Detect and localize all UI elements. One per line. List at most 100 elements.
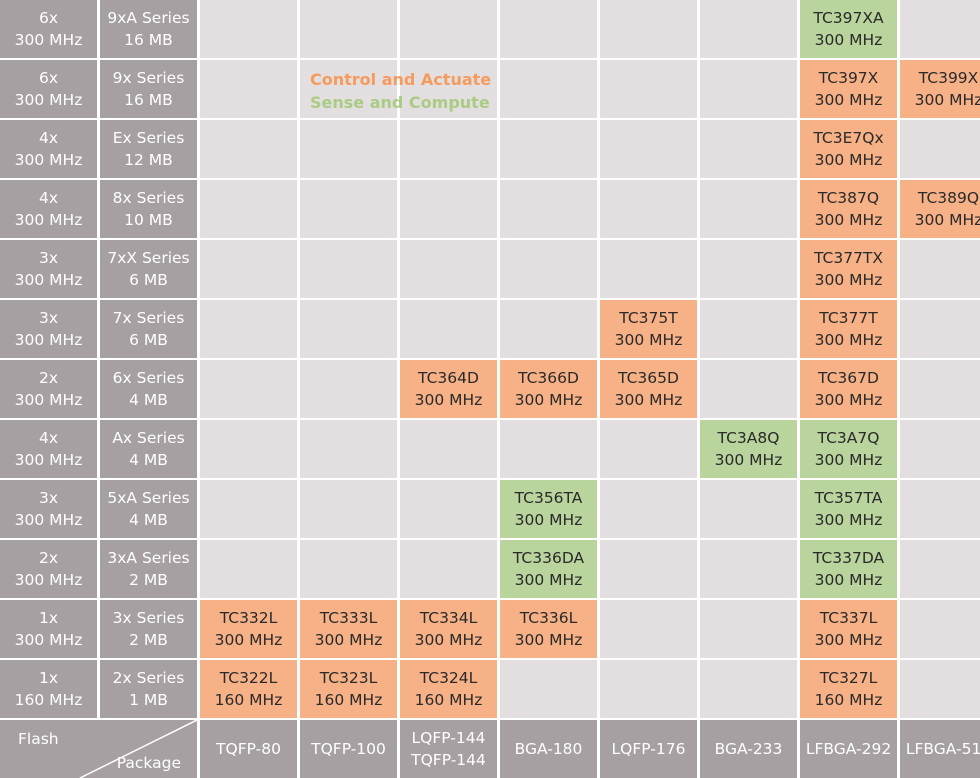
- product-cell: TC332L 300 MHz: [200, 600, 297, 658]
- product-cell: TC397XA 300 MHz: [800, 0, 897, 58]
- package-header: TQFP-100: [300, 720, 397, 778]
- core-count-header: 1x 160 MHz: [0, 660, 97, 718]
- cell-line-secondary: 300 MHz: [14, 391, 83, 409]
- series-header: 6x Series 4 MB: [100, 360, 197, 418]
- product-cell: TC337L 300 MHz: [800, 600, 897, 658]
- cell-line-primary: TC366D: [518, 369, 579, 387]
- cell-line-primary: 7x Series: [112, 309, 185, 327]
- empty-cell: [200, 0, 297, 58]
- cell-line-secondary: 300 MHz: [514, 571, 583, 589]
- cell-line-secondary: 300 MHz: [14, 631, 83, 649]
- product-cell: TC365D 300 MHz: [600, 360, 697, 418]
- cell-line-secondary: 300 MHz: [914, 211, 980, 229]
- cell-line-primary: 8x Series: [112, 189, 185, 207]
- core-count-header: 2x 300 MHz: [0, 540, 97, 598]
- cell-line-secondary: 300 MHz: [514, 511, 583, 529]
- series-header: 5xA Series 4 MB: [100, 480, 197, 538]
- package-label: Package: [116, 754, 181, 772]
- empty-cell: [300, 120, 397, 178]
- empty-cell: [700, 300, 797, 358]
- empty-cell: [500, 420, 597, 478]
- cell-line-primary: TC327L: [819, 669, 878, 687]
- empty-cell: [200, 360, 297, 418]
- cell-line-secondary: 300 MHz: [814, 511, 883, 529]
- empty-cell: [600, 480, 697, 538]
- cell-line-primary: TC3A7Q: [817, 429, 880, 447]
- cell-line-secondary: 300 MHz: [14, 271, 83, 289]
- product-cell: TC397X 300 MHz: [800, 60, 897, 118]
- corner-diagonal: [79, 720, 197, 778]
- product-cell: TC323L 160 MHz: [300, 660, 397, 718]
- empty-cell: [700, 660, 797, 718]
- cell-line-primary: 4x: [38, 189, 59, 207]
- cell-line-primary: 4x: [38, 429, 59, 447]
- cell-line-primary: TC356TA: [514, 489, 583, 507]
- core-count-header: 4x 300 MHz: [0, 420, 97, 478]
- cell-line-secondary: 300 MHz: [814, 331, 883, 349]
- empty-cell: [500, 240, 597, 298]
- empty-cell: [600, 180, 697, 238]
- cell-line-secondary: 300 MHz: [14, 331, 83, 349]
- cell-line-primary: LQFP-176: [611, 740, 686, 758]
- cell-line-secondary: 6 MB: [129, 271, 168, 289]
- cell-line-primary: BGA-180: [514, 740, 583, 758]
- empty-cell: [600, 0, 697, 58]
- cell-line-primary: TC334L: [419, 609, 478, 627]
- empty-cell: [900, 420, 980, 478]
- cell-line-primary: BGA-233: [714, 740, 783, 758]
- empty-cell: [400, 240, 497, 298]
- cell-line-primary: 2x Series: [112, 669, 185, 687]
- product-cell: TC322L 160 MHz: [200, 660, 297, 718]
- product-cell: TC364D 300 MHz: [400, 360, 497, 418]
- product-cell: TC387Q 300 MHz: [800, 180, 897, 238]
- cell-line-primary: TC337L: [819, 609, 878, 627]
- cell-line-primary: TC323L: [319, 669, 378, 687]
- cell-line-secondary: 300 MHz: [814, 631, 883, 649]
- empty-cell: [200, 180, 297, 238]
- core-count-header: 6x 300 MHz: [0, 0, 97, 58]
- empty-cell: [700, 600, 797, 658]
- cell-line-primary: 9x Series: [112, 69, 185, 87]
- empty-cell: [900, 600, 980, 658]
- package-header: LFBGA-516: [900, 720, 980, 778]
- cell-line-secondary: TQFP-144: [411, 751, 486, 769]
- cell-line-primary: 3x Series: [112, 609, 185, 627]
- cell-line-secondary: 160 MHz: [414, 691, 483, 709]
- empty-cell: [200, 300, 297, 358]
- product-cell: TC336L 300 MHz: [500, 600, 597, 658]
- cell-line-secondary: 300 MHz: [514, 391, 583, 409]
- product-cell: TC377T 300 MHz: [800, 300, 897, 358]
- series-header: 2x Series 1 MB: [100, 660, 197, 718]
- empty-cell: [500, 300, 597, 358]
- empty-cell: [900, 0, 980, 58]
- empty-cell: [500, 0, 597, 58]
- cell-line-secondary: 6 MB: [129, 331, 168, 349]
- cell-line-secondary: 160 MHz: [14, 691, 83, 709]
- cell-line-primary: TC337DA: [812, 549, 885, 567]
- empty-cell: [900, 660, 980, 718]
- empty-cell: [400, 120, 497, 178]
- cell-line-primary: TC399X: [918, 69, 979, 87]
- cell-line-primary: TC389Q: [917, 189, 980, 207]
- product-cell: TC3E7Qx 300 MHz: [800, 120, 897, 178]
- cell-line-secondary: 2 MB: [129, 571, 168, 589]
- empty-cell: [200, 540, 297, 598]
- product-cell: TC333L 300 MHz: [300, 600, 397, 658]
- cell-line-secondary: 300 MHz: [714, 451, 783, 469]
- cell-line-primary: 4x: [38, 129, 59, 147]
- cell-line-secondary: 1 MB: [129, 691, 168, 709]
- cell-line-primary: TC364D: [418, 369, 479, 387]
- empty-cell: [200, 240, 297, 298]
- empty-cell: [700, 540, 797, 598]
- cell-line-primary: TQFP-100: [311, 740, 386, 758]
- cell-line-secondary: 300 MHz: [814, 31, 883, 49]
- cell-line-secondary: 300 MHz: [14, 151, 83, 169]
- cell-line-primary: 6x: [38, 9, 59, 27]
- series-header: 9x Series 16 MB: [100, 60, 197, 118]
- cell-line-secondary: 300 MHz: [214, 631, 283, 649]
- product-cell: TC336DA 300 MHz: [500, 540, 597, 598]
- empty-cell: [900, 120, 980, 178]
- empty-cell: [900, 540, 980, 598]
- package-header: TQFP-80: [200, 720, 297, 778]
